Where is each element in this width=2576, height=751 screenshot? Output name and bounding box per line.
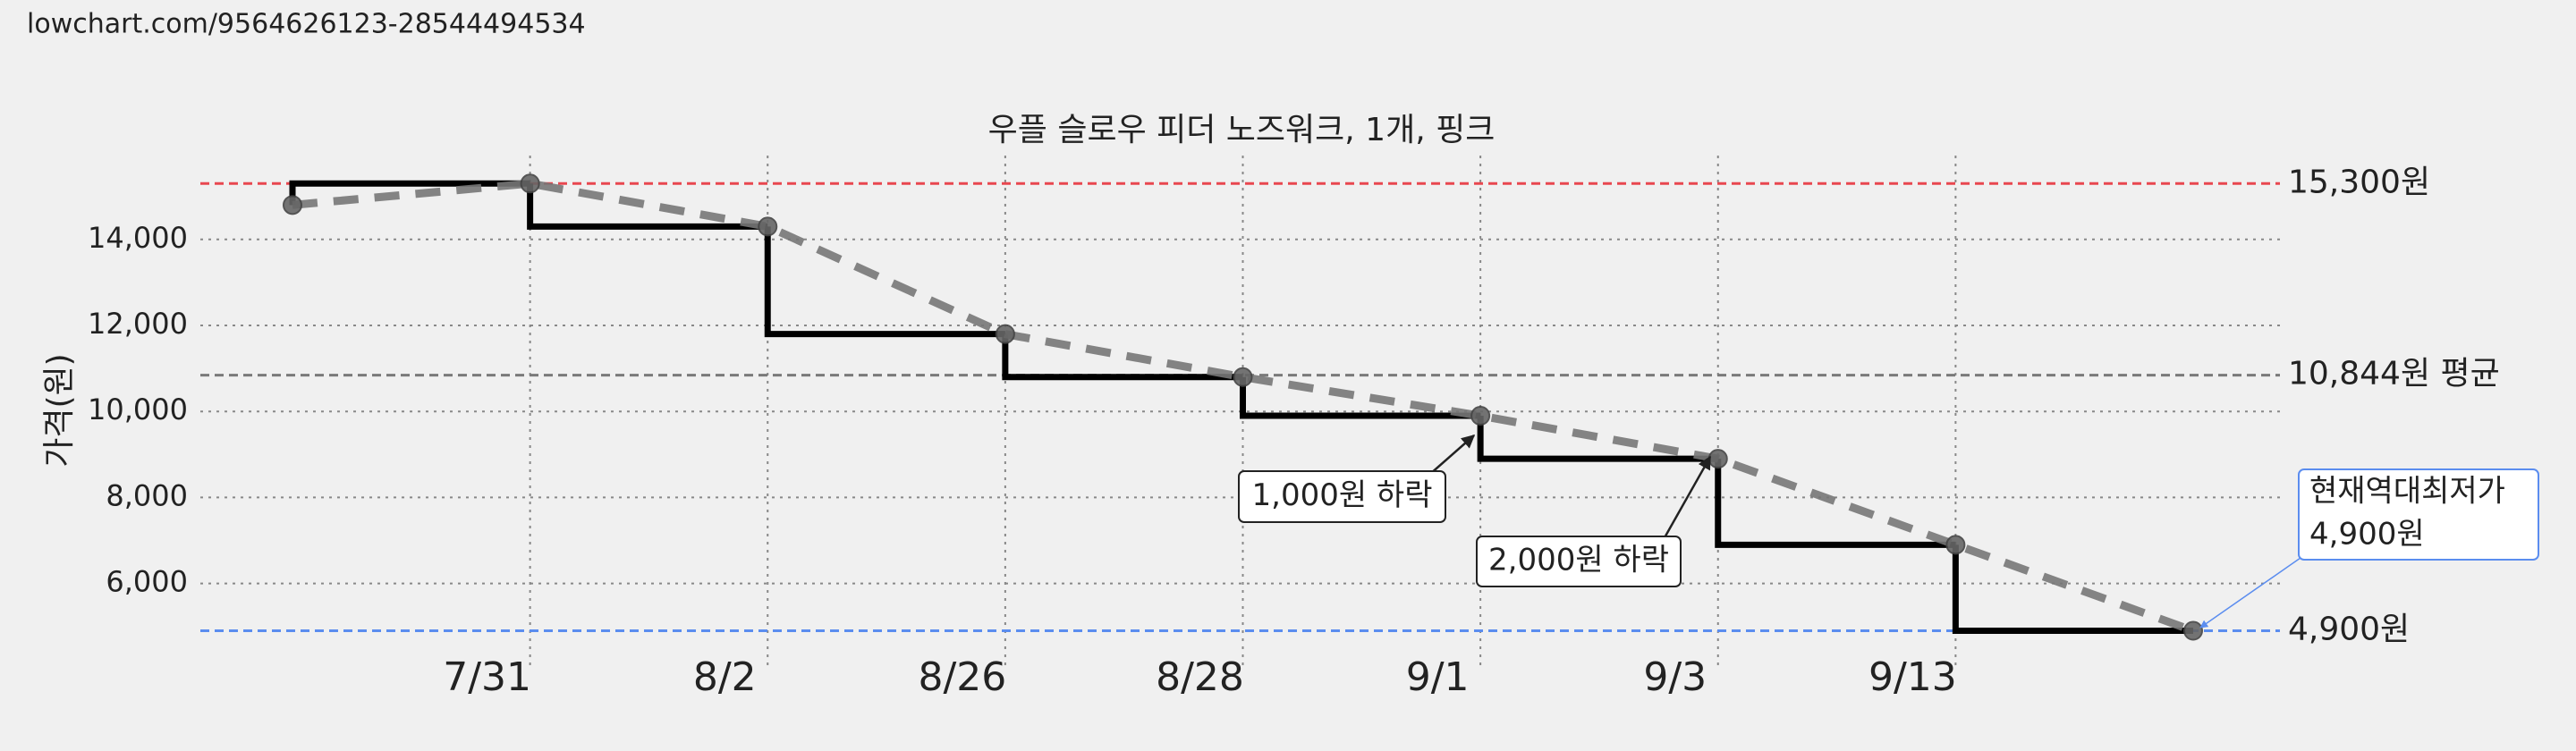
- y-tick-label: 8,000: [106, 478, 188, 512]
- price-point: [1233, 367, 1253, 387]
- x-tick-label: 8/2: [693, 654, 757, 700]
- annotation-box: [1238, 470, 1446, 523]
- y-tick-label: 14,000: [88, 221, 188, 255]
- chart-title: 우플 슬로우 피더 노즈워크, 1개, 핑크: [988, 112, 1496, 148]
- x-tick-label: 9/3: [1643, 654, 1707, 700]
- price-step: [1952, 544, 2193, 635]
- y-tick-label: 12,000: [88, 307, 188, 341]
- y-axis-label: 가격(원): [41, 353, 78, 467]
- reference-label: 4,900원: [2288, 612, 2410, 648]
- price-point: [1945, 535, 1966, 555]
- x-tick-label: 9/1: [1406, 654, 1470, 700]
- annotation-arrow: [2199, 557, 2301, 629]
- annotation-text: 1,000원 하락: [1252, 477, 1433, 513]
- price-point: [520, 173, 540, 194]
- annotation-box: [2298, 468, 2539, 561]
- annotation-text: 현재역대최저가: [2309, 474, 2505, 510]
- reference-label: 10,844원 평균: [2288, 356, 2500, 392]
- y-tick-label: 6,000: [106, 565, 188, 599]
- annotation-box: [1476, 536, 1682, 587]
- price-step: [764, 226, 1005, 338]
- price-step: [289, 180, 530, 206]
- reference-label: 15,300원: [2288, 164, 2430, 200]
- price-point: [995, 324, 1015, 344]
- price-point: [283, 195, 302, 215]
- price-step: [1477, 416, 1718, 462]
- price-point: [1707, 449, 1728, 469]
- price-step: [527, 183, 768, 230]
- annotation-arrow: [1657, 455, 1712, 548]
- price-step: [1002, 333, 1243, 381]
- x-tick-label: 8/28: [1156, 654, 1244, 700]
- x-tick-label: 7/31: [443, 654, 531, 700]
- price-step: [1715, 459, 1956, 548]
- price-step: [1240, 376, 1481, 419]
- x-tick-label: 8/26: [918, 654, 1006, 700]
- annotation-text: 2,000원 하락: [1488, 543, 1669, 578]
- url: lowchart.com/9564626123-28544494534: [27, 9, 586, 40]
- x-tick-label: 9/13: [1868, 654, 1957, 700]
- price-point: [758, 216, 778, 237]
- annotation-text: 4,900원: [2309, 517, 2425, 553]
- price-point: [2183, 620, 2203, 641]
- price-point: [1470, 406, 1491, 426]
- y-tick-label: 10,000: [88, 392, 188, 426]
